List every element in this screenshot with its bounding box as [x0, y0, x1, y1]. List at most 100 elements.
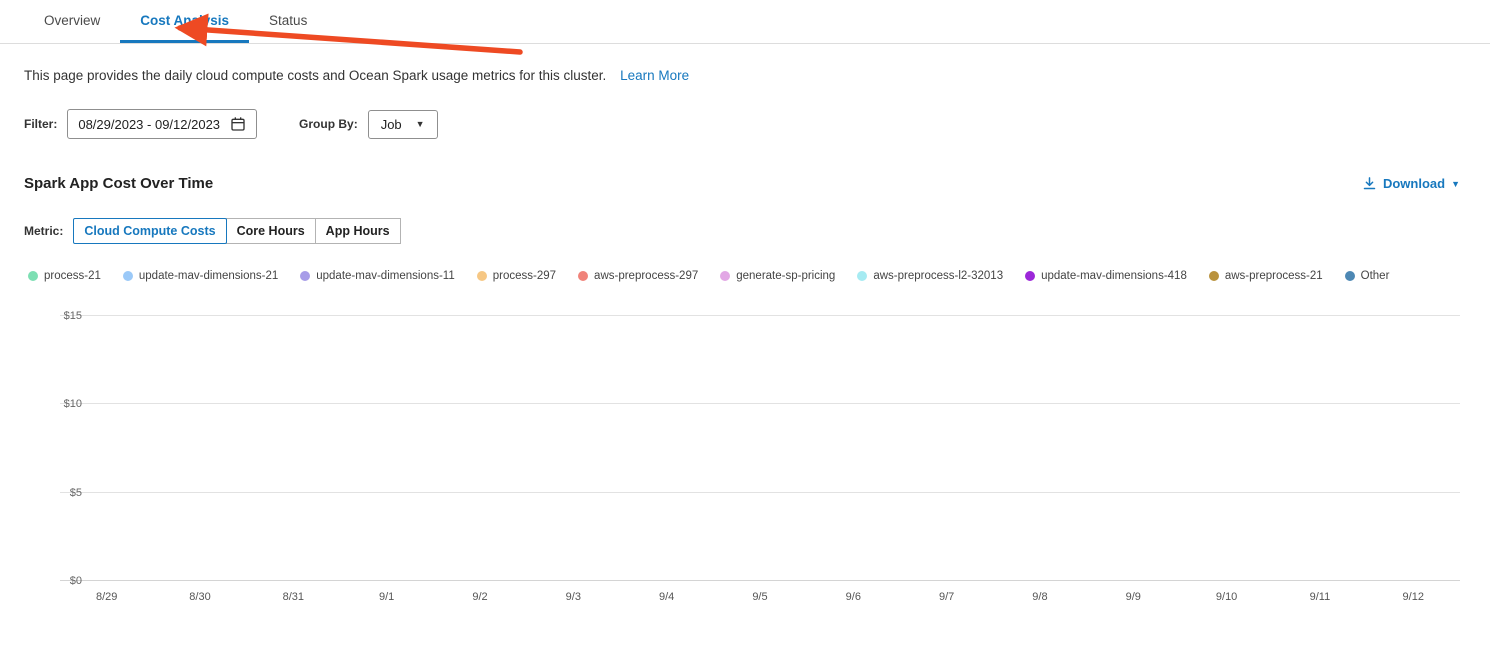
- gridline: [60, 403, 1460, 405]
- legend-label: aws-preprocess-l2-32013: [873, 270, 1004, 282]
- legend-item-Other[interactable]: Other: [1344, 270, 1390, 282]
- bar-slot: [807, 316, 900, 581]
- y-tick-label: $10: [63, 398, 82, 411]
- download-button[interactable]: Download ▼: [1362, 176, 1460, 191]
- x-tick-label: 9/9: [1125, 591, 1141, 603]
- download-icon: [1363, 177, 1376, 190]
- x-tick-label: 9/2: [472, 591, 488, 603]
- legend-item-generate-sp-pricing[interactable]: generate-sp-pricing: [720, 270, 835, 282]
- legend-item-process-21[interactable]: process-21: [28, 270, 101, 282]
- x-tick-label: 9/4: [658, 591, 675, 603]
- y-axis: $0 $5 $10 $15: [56, 310, 90, 587]
- group-by-select[interactable]: Job ▼: [367, 109, 438, 139]
- bar-slot: [433, 316, 526, 581]
- group-by-value: Job: [380, 116, 402, 132]
- tab-status[interactable]: Status: [269, 12, 308, 28]
- bar-slot: [340, 316, 433, 581]
- metric-app-hours-button[interactable]: App Hours: [314, 218, 401, 244]
- legend-item-update-mav-dimensions-21[interactable]: update-mav-dimensions-21: [122, 270, 279, 282]
- x-tick-label: 9/11: [1309, 591, 1331, 603]
- x-tick-label: 9/12: [1402, 591, 1424, 603]
- bar-slot: [1087, 316, 1180, 581]
- metric-row: Metric: Cloud Compute Costs Core Hours A…: [24, 218, 1466, 244]
- tab-cost-analysis[interactable]: Cost Analysis: [120, 0, 250, 43]
- date-range-input[interactable]: 08/29/2023 - 09/12/2023: [67, 109, 258, 139]
- y-tick-label: $0: [69, 575, 82, 587]
- legend-label: aws-preprocess-297: [594, 270, 699, 282]
- bar-slot: [153, 316, 246, 581]
- chevron-down-icon: ▼: [1451, 178, 1460, 189]
- group-by-label: Group By:: [299, 117, 358, 131]
- legend-item-aws-preprocess-297[interactable]: aws-preprocess-297: [578, 270, 698, 282]
- bar-slot: [993, 316, 1086, 581]
- legend-label: update-mav-dimensions-11: [316, 270, 455, 282]
- legend-label: update-mav-dimensions-418: [1041, 270, 1187, 282]
- x-tick-label: 8/31: [282, 591, 305, 603]
- bar-slot: [247, 316, 340, 581]
- legend-item-process-297[interactable]: process-297: [476, 270, 557, 282]
- bars-row: [60, 316, 1460, 581]
- gridline: [60, 580, 1460, 581]
- section-title: Spark App Cost Over Time: [24, 175, 214, 192]
- legend-dot: [300, 271, 311, 281]
- legend-dot: [578, 271, 589, 281]
- bar-slot: [60, 316, 153, 581]
- x-axis: 8/29 8/30 8/31 9/1 9/2 9/3 9/4 9/5 9/6 9/7 9/8 9/9 9…: [60, 591, 1460, 603]
- gridline: [60, 315, 1460, 316]
- legend-label: update-mav-dimensions-21: [138, 270, 279, 282]
- x-tick-label: 9/8: [1032, 591, 1048, 603]
- metric-label: Metric:: [24, 224, 64, 238]
- legend-item-aws-preprocess-l2-32013[interactable]: aws-preprocess-l2-32013: [857, 270, 1003, 282]
- legend-label: aws-preprocess-21: [1224, 270, 1323, 282]
- metric-button-group: Cloud Compute Costs Core Hours App Hours: [73, 218, 401, 244]
- metric-cloud-compute-costs-button[interactable]: Cloud Compute Costs: [73, 218, 227, 244]
- legend-dot: [28, 271, 38, 281]
- calendar-icon: [231, 117, 245, 131]
- x-tick-label: 9/10: [1215, 591, 1238, 603]
- y-tick-label: $15: [63, 310, 82, 322]
- x-tick-label: 9/5: [752, 591, 768, 603]
- section-header: Spark App Cost Over Time Download ▼: [24, 175, 1460, 192]
- x-tick-label: 9/7: [938, 591, 955, 603]
- bar-slot: [900, 316, 993, 581]
- tab-bar: Overview Cost Analysis Status: [0, 0, 1490, 55]
- x-tick-label: 9/3: [565, 591, 581, 603]
- legend-label: process-21: [44, 270, 101, 282]
- chevron-down-icon: ▼: [415, 119, 425, 129]
- legend: process-21 update-mav-dimensions-21 update…: [28, 270, 1466, 282]
- legend-label: Other: [1360, 270, 1390, 282]
- date-range-value: 08/29/2023 - 09/12/2023: [78, 116, 221, 132]
- legend-item-aws-preprocess-21[interactable]: aws-preprocess-21: [1208, 270, 1323, 282]
- legend-dot: [1344, 271, 1355, 281]
- legend-item-update-mav-dimensions-418[interactable]: update-mav-dimensions-418: [1025, 270, 1187, 282]
- x-tick-label: 8/29: [95, 591, 118, 603]
- plot-area: $0 $5 $10 $15: [60, 310, 1460, 587]
- x-tick-label: 9/6: [845, 591, 861, 603]
- metric-core-hours-button[interactable]: Core Hours: [225, 218, 316, 244]
- legend-dot: [720, 271, 731, 281]
- bar-slot: [1180, 316, 1273, 581]
- page-description: This page provides the daily cloud compu…: [24, 68, 1466, 83]
- legend-dot: [857, 271, 868, 281]
- legend-label: process-297: [492, 270, 557, 282]
- legend-label: generate-sp-pricing: [736, 270, 836, 282]
- bar-slot: [713, 316, 806, 581]
- legend-dot: [122, 271, 133, 281]
- x-tick-label: 9/1: [379, 591, 395, 603]
- bar-slot: [620, 316, 713, 581]
- cost-chart: $0 $5 $10 $15 8/29 8/30 8/31 9/1 9/2 9/3 9/4 9/5 9/…: [24, 310, 1460, 603]
- legend-dot: [476, 271, 487, 281]
- filter-label: Filter:: [24, 117, 58, 131]
- gridline: [60, 491, 1460, 493]
- legend-dot: [1208, 271, 1219, 281]
- legend-item-update-mav-dimensions-11[interactable]: update-mav-dimensions-11: [300, 270, 455, 282]
- legend-dot: [1025, 271, 1036, 281]
- y-tick-label: $5: [69, 486, 82, 499]
- bar-slot: [527, 316, 620, 581]
- filter-row: Filter: 08/29/2023 - 09/12/2023 Group By…: [24, 109, 1466, 139]
- x-tick-label: 8/30: [189, 591, 211, 603]
- tab-overview[interactable]: Overview: [44, 12, 101, 28]
- learn-more-link[interactable]: Learn More: [620, 68, 690, 83]
- description-text: This page provides the daily cloud compu…: [24, 68, 607, 83]
- download-label: Download: [1382, 176, 1446, 191]
